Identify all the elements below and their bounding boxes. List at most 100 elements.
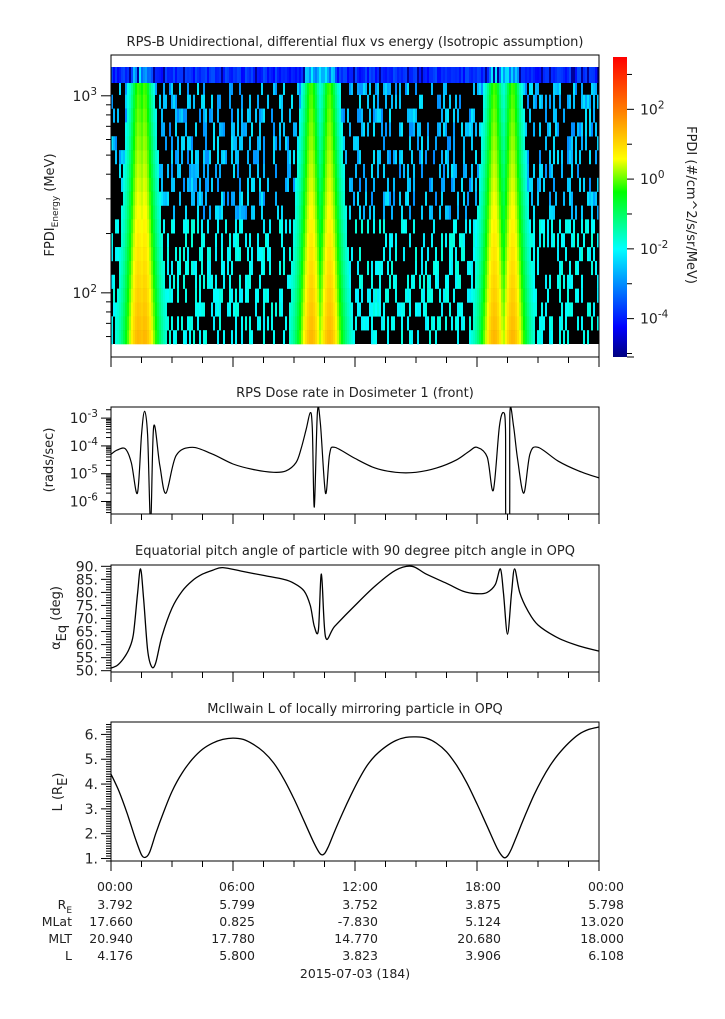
spectrogram-cell (305, 233, 307, 248)
spectrogram-cell (483, 136, 485, 151)
spectrogram-cell (533, 260, 535, 276)
spectrogram-cell (321, 247, 323, 262)
spectrogram-cell (307, 94, 309, 109)
spectrogram-cell (117, 302, 119, 317)
spectrogram-cell (257, 233, 259, 248)
spectrogram-cell (419, 302, 421, 317)
spectrogram-cell (203, 302, 205, 317)
spectrogram-cell (533, 274, 535, 289)
spectrogram-cell (523, 80, 525, 95)
spectrogram-cell (481, 260, 483, 276)
spectrogram-cell (365, 316, 367, 331)
spectrogram-cell (337, 316, 339, 331)
spectrogram-cell (259, 136, 261, 151)
spectrogram-cell (423, 233, 425, 248)
spectrogram-cell (121, 260, 123, 276)
spectrogram-cell (209, 247, 211, 262)
spectrogram-cell (227, 191, 229, 206)
spectrogram-cell (459, 302, 461, 317)
spectrogram-cell (427, 136, 429, 151)
spectrogram-cell (591, 260, 593, 276)
spectrogram-cell (321, 302, 323, 317)
spectrogram-cell (553, 94, 555, 109)
spectrogram-cell (241, 122, 243, 137)
spectrogram-cell (511, 94, 513, 109)
spectrogram-cell (305, 122, 307, 137)
spectrogram-cell (441, 177, 443, 192)
spectrogram-cell (171, 136, 173, 151)
spectrogram-cell (221, 247, 223, 262)
spectrogram-cell (143, 330, 145, 345)
spectrogram-cell (593, 67, 595, 83)
spectrogram-cell (159, 94, 161, 109)
spectrogram-cell (421, 247, 423, 262)
spectrogram-cell (487, 136, 489, 151)
spectrogram-cell (497, 316, 499, 331)
spectrogram-cell (205, 330, 207, 345)
spectrogram-cell (149, 316, 151, 331)
spectrogram-cell (131, 108, 133, 123)
spectrogram-cell (559, 67, 561, 83)
spectrogram-cell (305, 150, 307, 165)
spectrogram-cell (235, 233, 237, 248)
spectrogram-cell (297, 80, 299, 95)
spectrogram-cell (339, 94, 341, 109)
spectrogram-cell (255, 67, 257, 83)
spectrogram-cell (501, 163, 503, 179)
spectrogram-cell (355, 136, 357, 151)
spectrogram-cell (153, 274, 155, 289)
spectrogram-cell (203, 274, 205, 289)
spectrogram-cell (223, 67, 225, 83)
spectrogram-cell (519, 288, 521, 303)
spectrogram-cell (155, 205, 157, 220)
spectrogram-cell (531, 316, 533, 331)
spectrogram-cell (479, 233, 481, 248)
spectrogram-cell (339, 302, 341, 317)
spectrogram-cell (325, 122, 327, 137)
spectrogram-cell (527, 330, 529, 345)
spectrogram-cell (419, 274, 421, 289)
spectrogram-cell (493, 191, 495, 206)
spectrogram-cell (593, 247, 595, 262)
spectrogram-cell (493, 94, 495, 109)
spectrogram-cell (463, 163, 465, 179)
spectrogram-cell (195, 122, 197, 137)
spectrogram-cell (251, 205, 253, 220)
spectrogram-cell (145, 163, 147, 179)
spectrogram-cell (229, 274, 231, 289)
spectrogram-cell (151, 288, 153, 303)
spectrogram-cell (597, 177, 599, 192)
spectrogram-cell (495, 94, 497, 109)
spectrogram-cell (499, 191, 501, 206)
spectrogram-cell (335, 94, 337, 109)
spectrogram-cell (535, 94, 537, 109)
spectrogram-cell (115, 247, 117, 262)
spectrogram-cell (329, 191, 331, 206)
spectrogram-cell (139, 122, 141, 137)
tick-label: 75. (76, 598, 98, 614)
spectrogram-cell (181, 316, 183, 331)
spectrogram-cell (473, 219, 475, 234)
spectrogram-cell (515, 316, 517, 331)
spectrogram-cell (309, 274, 311, 289)
spectrogram-cell (509, 163, 511, 179)
spectrogram-cell (533, 233, 535, 248)
spectrogram-cell (337, 260, 339, 276)
spectrogram-cell (389, 67, 391, 83)
spectrogram-cell (147, 80, 149, 95)
spectrogram-cell (165, 288, 167, 303)
spectrogram-cell (507, 288, 509, 303)
spectrogram-cell (495, 302, 497, 317)
spectrogram-cell (505, 316, 507, 331)
spectrogram-cell (597, 316, 599, 331)
spectrogram-cell (503, 205, 505, 220)
spectrogram-cell (241, 136, 243, 151)
spectrogram-cell (183, 247, 185, 262)
spectrogram-cell (469, 67, 471, 83)
spectrogram-cell (319, 163, 321, 179)
spectrogram-cell (319, 191, 321, 206)
spectrogram-cell (121, 302, 123, 317)
spectrogram-cell (497, 163, 499, 179)
spectrogram-cell (481, 163, 483, 179)
